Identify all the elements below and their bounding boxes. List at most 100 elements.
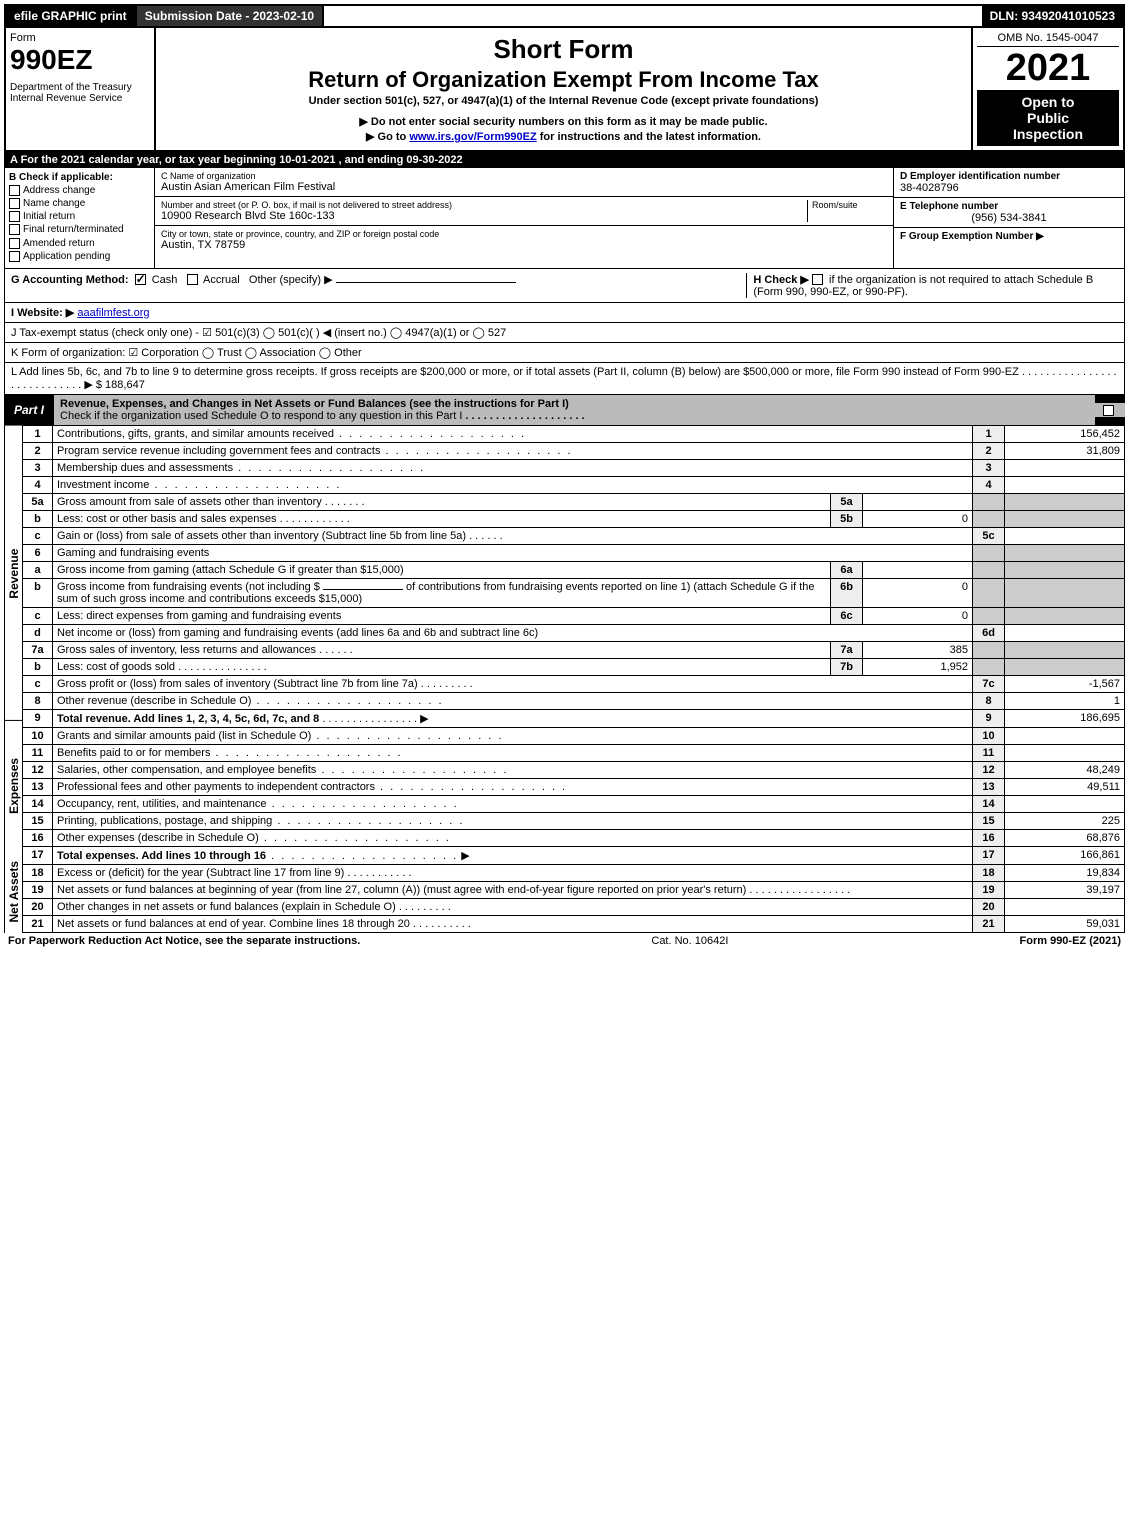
- section-a-bar: A For the 2021 calendar year, or tax yea…: [4, 152, 1125, 168]
- line-11: 11Benefits paid to or for members11: [23, 744, 1125, 761]
- chk-h[interactable]: [812, 274, 823, 285]
- chk-amended[interactable]: Amended return: [9, 238, 150, 249]
- chk-cash[interactable]: [135, 274, 146, 285]
- line-9: 9Total revenue. Add lines 1, 2, 3, 4, 5c…: [23, 709, 1125, 727]
- phone-label: E Telephone number: [900, 201, 1118, 212]
- b-title: B Check if applicable:: [9, 172, 150, 183]
- line-12: 12Salaries, other compensation, and empl…: [23, 761, 1125, 778]
- line-8: 8Other revenue (describe in Schedule O)8…: [23, 692, 1125, 709]
- street: 10900 Research Blvd Ste 160c-133: [161, 210, 807, 222]
- row-l: L Add lines 5b, 6c, and 7b to line 9 to …: [4, 363, 1125, 395]
- org-name-label: C Name of organization: [161, 171, 887, 181]
- efile-label[interactable]: efile GRAPHIC print: [6, 6, 137, 26]
- org-name-cell: C Name of organization Austin Asian Amer…: [155, 168, 893, 197]
- l-text: L Add lines 5b, 6c, and 7b to line 9 to …: [11, 366, 1117, 391]
- line-7a: 7aGross sales of inventory, less returns…: [23, 641, 1125, 658]
- ein-label: D Employer identification number: [900, 171, 1118, 182]
- section-d: D Employer identification number 38-4028…: [894, 168, 1124, 268]
- street-cell: Number and street (or P. O. box, if mail…: [155, 197, 893, 226]
- chk-final-return[interactable]: Final return/terminated: [9, 224, 150, 235]
- g-label: G Accounting Method:: [11, 274, 129, 286]
- phone-cell: E Telephone number (956) 534-3841: [894, 198, 1124, 228]
- vlabel-expenses: Expenses: [5, 720, 23, 851]
- form-number: 990EZ: [10, 44, 150, 76]
- public: Public: [981, 110, 1115, 126]
- ein: 38-4028796: [900, 182, 1118, 194]
- open-public-badge: Open to Public Inspection: [977, 90, 1119, 146]
- chk-initial-return[interactable]: Initial return: [9, 211, 150, 222]
- part1-sub: Check if the organization used Schedule …: [60, 410, 462, 422]
- section-c: C Name of organization Austin Asian Amer…: [155, 168, 894, 268]
- vlabels: Revenue Expenses Net Assets: [4, 425, 22, 933]
- line-19: 19Net assets or fund balances at beginni…: [23, 881, 1125, 898]
- part1-title: Revenue, Expenses, and Changes in Net As…: [54, 395, 1095, 425]
- return-title: Return of Organization Exempt From Incom…: [160, 67, 967, 93]
- vlabel-net: Net Assets: [5, 851, 23, 932]
- chk-pending[interactable]: Application pending: [9, 251, 150, 262]
- tax-year: 2021: [977, 47, 1119, 90]
- line-5b: bLess: cost or other basis and sales exp…: [23, 510, 1125, 527]
- chk-accrual[interactable]: [187, 274, 198, 285]
- line-13: 13Professional fees and other payments t…: [23, 778, 1125, 795]
- city-cell: City or town, state or province, country…: [155, 226, 893, 254]
- line-6c: cLess: direct expenses from gaming and f…: [23, 607, 1125, 624]
- line-17: 17Total expenses. Add lines 10 through 1…: [23, 846, 1125, 864]
- row-gh: G Accounting Method: Cash Accrual Other …: [4, 269, 1125, 303]
- ein-cell: D Employer identification number 38-4028…: [894, 168, 1124, 198]
- street-label: Number and street (or P. O. box, if mail…: [161, 200, 807, 210]
- line-18: 18Excess or (deficit) for the year (Subt…: [23, 864, 1125, 881]
- form-word: Form: [10, 32, 150, 44]
- line-10: 10Grants and similar amounts paid (list …: [23, 727, 1125, 744]
- line-5a: 5aGross amount from sale of assets other…: [23, 493, 1125, 510]
- footer-catno: Cat. No. 10642I: [651, 935, 728, 947]
- group-label: F Group Exemption Number ▶: [900, 231, 1118, 242]
- line-6: 6Gaming and fundraising events: [23, 544, 1125, 561]
- line-21: 21Net assets or fund balances at end of …: [23, 915, 1125, 932]
- section-g: G Accounting Method: Cash Accrual Other …: [11, 273, 740, 298]
- h-label: H Check ▶: [753, 274, 809, 286]
- line-16: 16Other expenses (describe in Schedule O…: [23, 829, 1125, 846]
- org-name: Austin Asian American Film Festival: [161, 181, 887, 193]
- group-cell: F Group Exemption Number ▶: [894, 228, 1124, 245]
- line-15: 15Printing, publications, postage, and s…: [23, 812, 1125, 829]
- row-k: K Form of organization: ☑ Corporation ◯ …: [4, 343, 1125, 363]
- top-bar: efile GRAPHIC print Submission Date - 20…: [4, 4, 1125, 28]
- line-6a: aGross income from gaming (attach Schedu…: [23, 561, 1125, 578]
- footer-left: For Paperwork Reduction Act Notice, see …: [8, 935, 360, 947]
- short-form-title: Short Form: [160, 34, 967, 65]
- dept-label: Department of the Treasury Internal Reve…: [10, 82, 150, 104]
- header-center: Short Form Return of Organization Exempt…: [156, 28, 973, 150]
- line-7b: bLess: cost of goods sold . . . . . . . …: [23, 658, 1125, 675]
- open-to: Open to: [981, 94, 1115, 110]
- line-6d: dNet income or (loss) from gaming and fu…: [23, 624, 1125, 641]
- line-1: 1Contributions, gifts, grants, and simil…: [23, 425, 1125, 442]
- omb-number: OMB No. 1545-0047: [977, 32, 1119, 47]
- line-14: 14Occupancy, rent, utilities, and mainte…: [23, 795, 1125, 812]
- section-h: H Check ▶ if the organization is not req…: [746, 273, 1118, 298]
- vlabel-revenue: Revenue: [5, 425, 23, 721]
- row-j: J Tax-exempt status (check only one) - ☑…: [4, 323, 1125, 343]
- chk-name-change[interactable]: Name change: [9, 198, 150, 209]
- section-b: B Check if applicable: Address change Na…: [5, 168, 155, 268]
- ssn-warning: ▶ Do not enter social security numbers o…: [160, 115, 967, 128]
- form-header: Form 990EZ Department of the Treasury In…: [4, 28, 1125, 152]
- lines-container: Revenue Expenses Net Assets 1Contributio…: [4, 425, 1125, 933]
- line-2: 2Program service revenue including gover…: [23, 442, 1125, 459]
- part1-check[interactable]: [1095, 403, 1125, 417]
- info-grid: B Check if applicable: Address change Na…: [4, 168, 1125, 269]
- line-5c: cGain or (loss) from sale of assets othe…: [23, 527, 1125, 544]
- goto-instruction: ▶ Go to www.irs.gov/Form990EZ for instru…: [160, 130, 967, 143]
- line-6b: bGross income from fundraising events (n…: [23, 578, 1125, 607]
- city-label: City or town, state or province, country…: [161, 229, 887, 239]
- header-right: OMB No. 1545-0047 2021 Open to Public In…: [973, 28, 1123, 150]
- chk-address-change[interactable]: Address change: [9, 185, 150, 196]
- header-left: Form 990EZ Department of the Treasury In…: [6, 28, 156, 150]
- page-footer: For Paperwork Reduction Act Notice, see …: [4, 933, 1125, 949]
- inspection: Inspection: [981, 126, 1115, 142]
- dln-label: DLN: 93492041010523: [982, 6, 1123, 26]
- irs-link[interactable]: www.irs.gov/Form990EZ: [409, 131, 536, 143]
- part1-badge: Part I: [4, 400, 54, 420]
- part1-header: Part I Revenue, Expenses, and Changes in…: [4, 395, 1125, 425]
- website-link[interactable]: aaafilmfest.org: [77, 307, 149, 319]
- room-label: Room/suite: [812, 200, 887, 210]
